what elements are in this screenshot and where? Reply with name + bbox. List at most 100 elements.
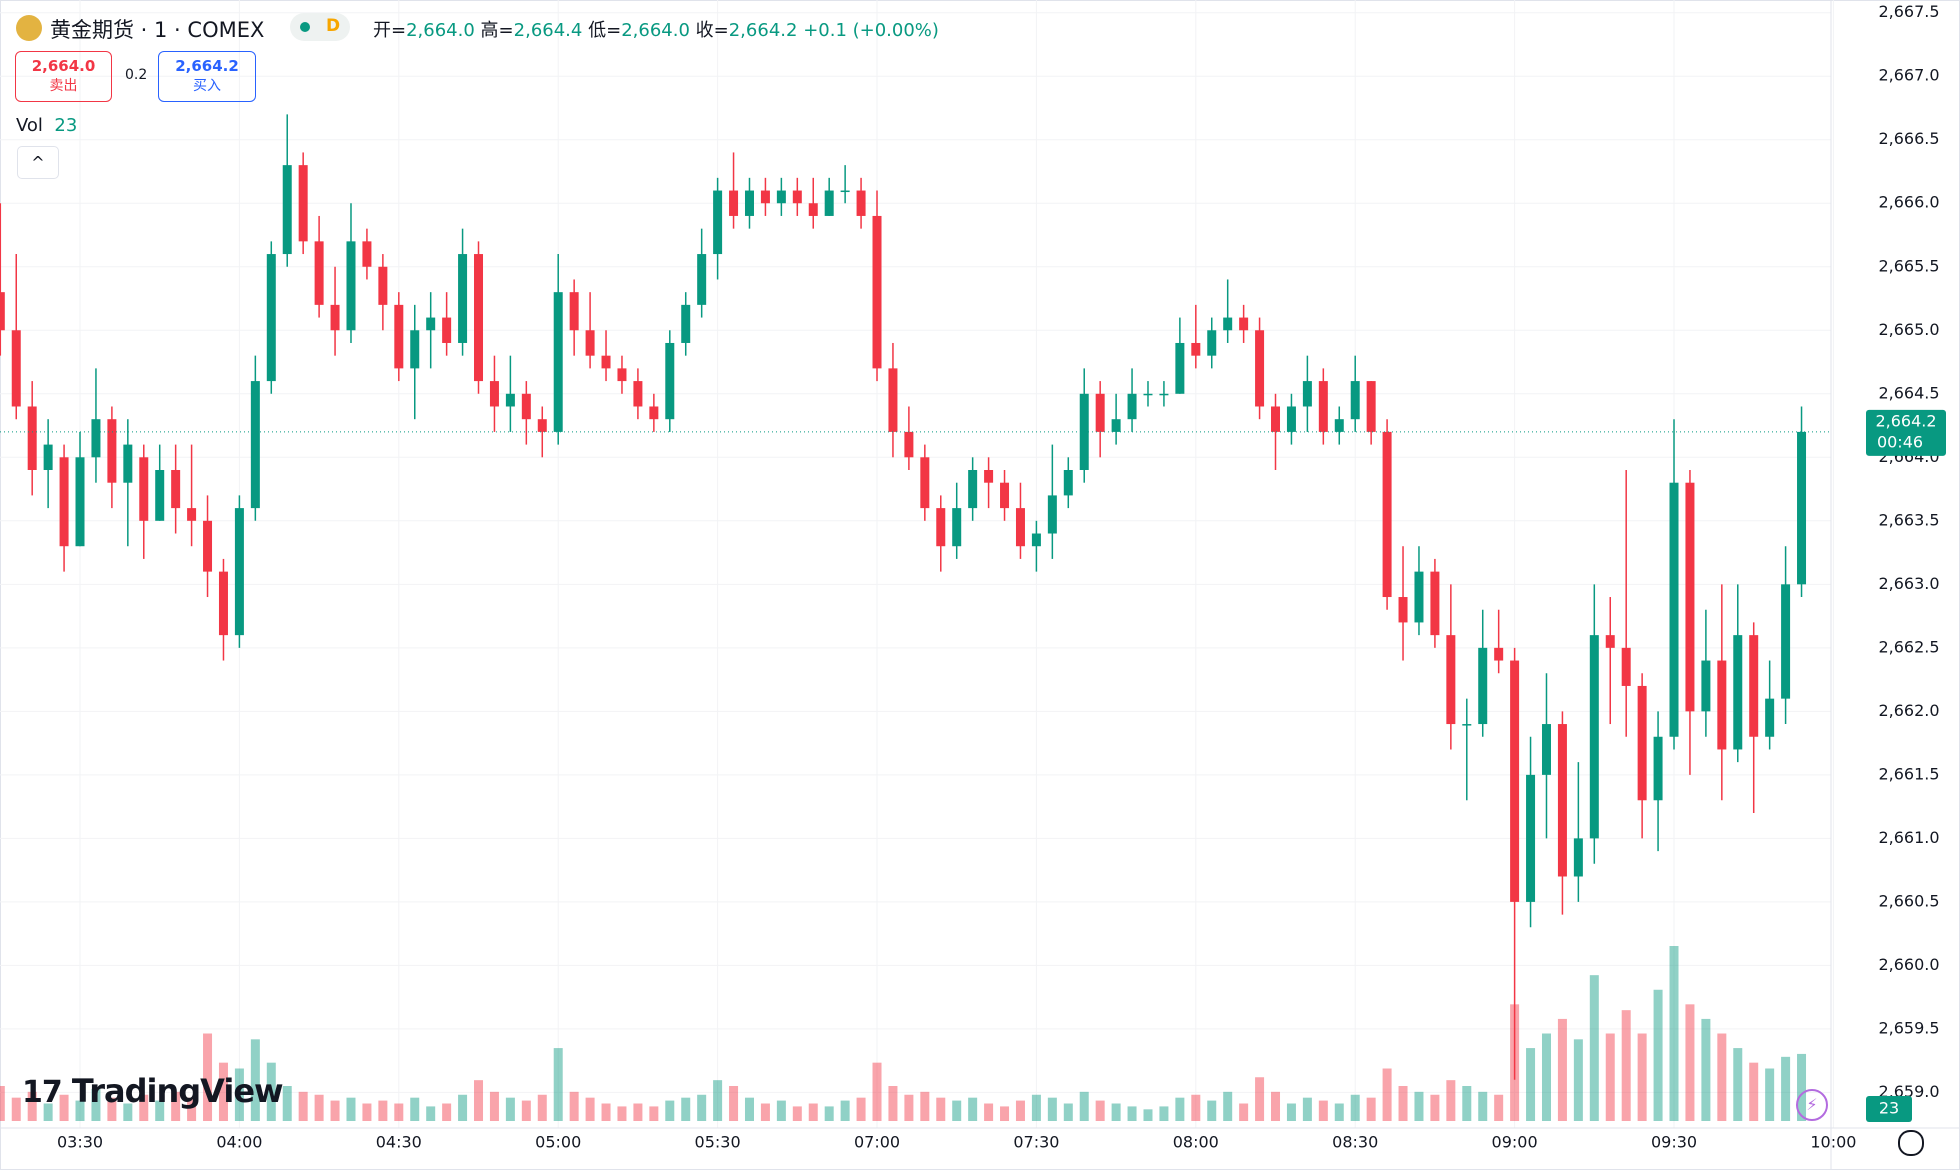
candle-body: [1175, 342, 1185, 394]
volume-bar: [1781, 1056, 1791, 1121]
candle-body: [505, 393, 515, 407]
status-badge[interactable]: D: [290, 13, 350, 41]
volume-bar: [11, 1097, 21, 1121]
candle-body: [1701, 660, 1711, 712]
buy-button[interactable]: 2,664.2 买入: [158, 51, 256, 102]
volume-bar: [1526, 1048, 1536, 1121]
lightning-button[interactable]: ⚡: [1796, 1089, 1828, 1121]
volume-bar: [824, 1106, 834, 1121]
candle-body: [920, 457, 930, 509]
countdown: 00:46: [1877, 432, 1923, 451]
candle-body: [553, 292, 563, 432]
volume-bar: [234, 1068, 244, 1121]
candle-body: [330, 304, 340, 331]
ohlc-value: 2,664.0: [406, 20, 475, 41]
candle-body: [744, 190, 754, 216]
candle-body: [1589, 635, 1599, 839]
candle-body: [1541, 724, 1551, 775]
candle-body: [203, 520, 213, 572]
candle-body: [1366, 381, 1376, 432]
candle-body: [1621, 647, 1631, 686]
volume-bar: [1430, 1094, 1440, 1121]
status-dot: [300, 22, 310, 32]
ohlc-value: 2,664.4: [513, 20, 583, 41]
volume-bar: [1605, 1033, 1615, 1121]
volume-bar: [601, 1103, 611, 1121]
volume-bar: [1366, 1097, 1376, 1121]
volume-bar: [808, 1103, 818, 1121]
candle-body: [984, 470, 994, 483]
candle-body: [1302, 381, 1312, 407]
x-tick-label: 08:30: [1332, 1133, 1378, 1152]
volume-bar: [0, 1086, 5, 1121]
last-price-label: 2,664.2: [1875, 411, 1936, 430]
y-tick-label: 2,666.0: [1878, 193, 1939, 212]
y-tick-label: 2,665.0: [1878, 320, 1939, 339]
x-tick-label: 03:30: [57, 1133, 103, 1152]
volume-bar: [250, 1039, 260, 1121]
candle-body: [218, 571, 228, 636]
candle-body: [11, 330, 21, 407]
x-tick-label: 10:00: [1810, 1133, 1856, 1152]
candle-body: [713, 190, 723, 255]
candle-body: [601, 355, 611, 369]
candle-body: [1191, 342, 1201, 356]
candle-body: [458, 254, 468, 343]
symbol-title[interactable]: 黄金期货 · 1 · COMEX: [50, 18, 265, 42]
volume-bar: [1557, 1018, 1567, 1121]
volume-bar: [1573, 1039, 1583, 1121]
buy-price: 2,664.2: [175, 57, 239, 75]
ohlc-row: 开=2,664.0 高=2,664.4 低=2,664.0 收=2,664.2 …: [373, 16, 939, 42]
volume-bar: [426, 1106, 436, 1121]
volume-bar: [458, 1094, 468, 1121]
volume-bar: [218, 1062, 228, 1121]
collapse-button[interactable]: ^: [17, 146, 59, 179]
candle-body: [1398, 597, 1408, 623]
volume-bar: [553, 1048, 563, 1121]
volume-bar: [1749, 1062, 1759, 1121]
logo[interactable]: 17 TradingView: [22, 1072, 284, 1110]
sell-button[interactable]: 2,664.0 卖出: [15, 51, 112, 102]
candle-body: [1685, 482, 1695, 712]
volume-bar: [760, 1103, 770, 1121]
y-tick-label: 2,660.0: [1878, 955, 1939, 974]
candle-body: [681, 304, 691, 343]
volume-bar: [585, 1097, 595, 1121]
volume-bar: [1446, 1080, 1456, 1121]
volume-bar: [1717, 1033, 1727, 1121]
volume-bar: [633, 1103, 643, 1121]
candle-body: [1510, 660, 1520, 902]
ohlc-label: 收=: [695, 20, 729, 41]
ohlc-label: 开=: [373, 20, 407, 41]
volume-bar: [394, 1103, 404, 1121]
vol-legend: Vol 23: [16, 115, 77, 136]
candle-body: [346, 241, 356, 331]
candle-body: [776, 190, 786, 204]
settings-button[interactable]: [1898, 1130, 1924, 1156]
candle-body: [1000, 482, 1010, 509]
volume-bar: [1350, 1094, 1360, 1121]
candle-body: [617, 368, 627, 382]
volume-bar: [681, 1097, 691, 1121]
volume-bar: [1653, 989, 1663, 1121]
x-tick-label: 09:30: [1651, 1133, 1697, 1152]
volume-bar: [1079, 1091, 1089, 1121]
volume-bar: [1271, 1091, 1281, 1121]
volume-value: 23: [1879, 1099, 1899, 1118]
volume-bar: [298, 1091, 308, 1121]
volume-bar: [729, 1086, 739, 1121]
y-tick-label: 2,661.5: [1878, 764, 1939, 783]
candle-body: [234, 508, 244, 636]
candle-body: [27, 406, 37, 470]
volume-bar: [872, 1062, 882, 1121]
volume-bar: [346, 1097, 356, 1121]
volume-bar: [1223, 1091, 1233, 1121]
candle-body: [1749, 635, 1759, 737]
candle-body: [1557, 724, 1567, 877]
volume-bar: [505, 1097, 515, 1121]
candle-body: [171, 470, 181, 509]
candle-body: [1478, 647, 1488, 725]
candle-body: [537, 419, 547, 432]
volume-bar: [792, 1106, 802, 1121]
